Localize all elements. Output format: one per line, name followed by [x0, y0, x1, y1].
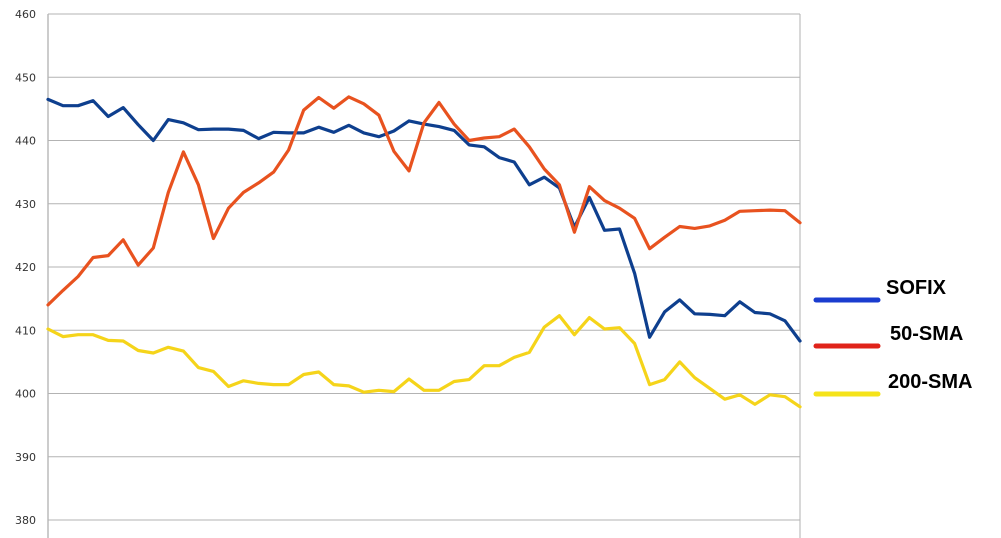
legend-label-50-sma: 50-SMA: [890, 323, 963, 345]
grid: [47, 13, 801, 538]
y-tick-label: 430: [15, 198, 36, 211]
y-tick-label: 450: [15, 71, 36, 84]
legend-label-200-sma: 200-SMA: [888, 371, 972, 393]
y-tick-label: 420: [15, 261, 36, 274]
y-tick-label: 440: [15, 135, 36, 148]
y-tick-label: 400: [15, 388, 36, 401]
legend-label-sofix: SOFIX: [886, 277, 947, 299]
series-line-50-sma: [46, 95, 802, 307]
series-lines: [46, 95, 802, 409]
y-tick-label: 410: [15, 324, 36, 337]
series-line-200-sma: [46, 314, 802, 409]
y-tick-label: 390: [15, 451, 36, 464]
y-tick-label: 460: [15, 8, 36, 21]
y-tick-label: 380: [15, 514, 36, 527]
legend: SOFIX 50-SMA 200-SMA: [813, 277, 972, 397]
y-axis: 460 450 440 430 420 410 400 390 380: [15, 8, 36, 527]
